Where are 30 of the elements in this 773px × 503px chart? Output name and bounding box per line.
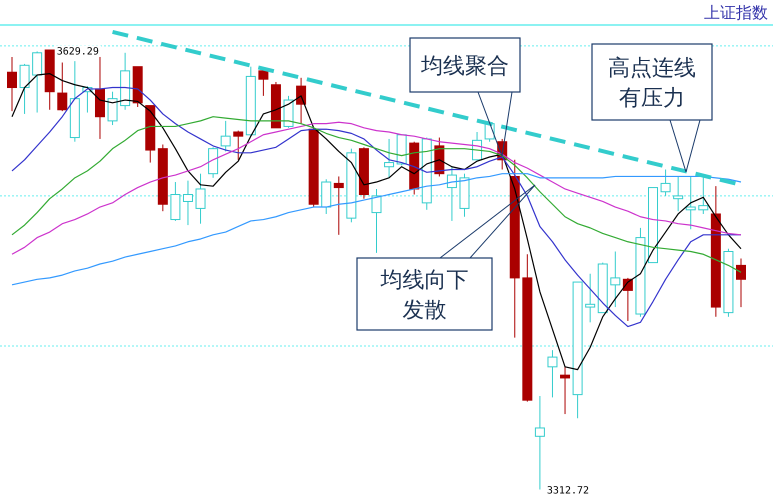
candlestick (446, 166, 457, 222)
candlestick (220, 120, 231, 152)
annotation: 3629.29 (56, 46, 99, 58)
candlestick (372, 188, 382, 254)
candlestick (57, 62, 68, 112)
candlestick (20, 63, 30, 114)
candlestick (560, 366, 570, 415)
candlestick (547, 350, 558, 398)
candlestick (673, 176, 684, 212)
candlestick (258, 68, 268, 96)
chart-title: 上证指数 (704, 3, 768, 22)
annotation: 均线聚合 (420, 54, 509, 79)
candlestick (32, 50, 42, 114)
annotation: 均线向下发散 (380, 268, 468, 323)
candlestick (182, 180, 193, 226)
candlestick (384, 138, 394, 178)
candlestick (196, 173, 206, 224)
candlestick (108, 91, 118, 126)
candlestick (7, 56, 17, 112)
candlestick (610, 250, 620, 308)
candlestick (660, 169, 671, 196)
candlestick (686, 176, 696, 230)
candlestick (534, 396, 545, 490)
candlestick (736, 258, 746, 308)
candlestick (334, 176, 344, 236)
candlestick (296, 77, 306, 124)
candlestick (233, 130, 244, 160)
annotation: 高点连线有压力 (608, 56, 696, 111)
candlestick (585, 273, 596, 323)
annotation: 3312.72 (546, 485, 590, 496)
